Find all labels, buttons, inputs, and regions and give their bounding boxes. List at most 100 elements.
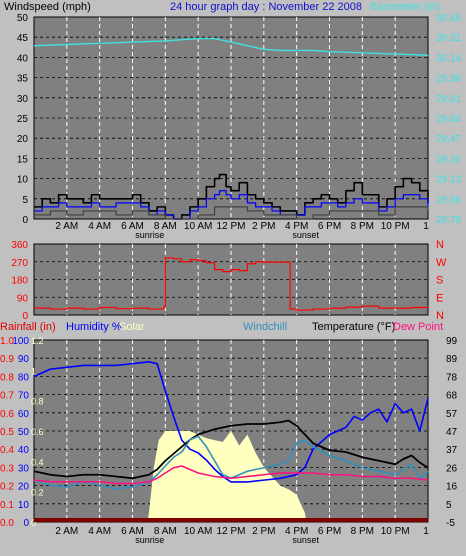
p1-xtick-label: 6 PM — [318, 221, 341, 232]
p1-xtick-label: 1 — [423, 221, 429, 232]
p3-humidity-tick-label: 0 — [23, 518, 29, 529]
p3-rain-tick-label: 0.1 — [0, 500, 14, 511]
p3-humidity-tick-label: 10 — [18, 500, 30, 511]
p3-temp-tick-label: 89 — [446, 354, 458, 365]
p3-humidity-tick-label: 40 — [18, 445, 30, 456]
p2-ytick-label: 0 — [22, 311, 28, 322]
series-windchill — [33, 435, 429, 490]
series-rainfall — [34, 518, 428, 522]
p1-ytick-label: 40 — [17, 53, 29, 64]
p3-rain-tick-label: 0.7 — [0, 391, 14, 402]
series-wind-speed — [34, 190, 429, 220]
p1-xtick-label: 4 PM — [285, 221, 308, 232]
p1-xtick-label: 2 AM — [55, 221, 78, 232]
p3-temp-tick-label: 26 — [446, 463, 458, 474]
series-wind-avg — [34, 206, 429, 220]
p3-xtick-label: 1 — [423, 526, 429, 537]
p1-right-tick-label: 30.14 — [436, 53, 461, 64]
p1-ytick-label: 5 — [22, 195, 28, 206]
p2-ytick-label: 360 — [11, 240, 28, 251]
p3-solar-tick-label: 0.4 — [31, 457, 44, 467]
p3-xtick-label: 10 AM — [184, 526, 212, 537]
series-dew-point — [33, 465, 429, 485]
p2-ytick-label: 180 — [11, 276, 28, 287]
p2-compass-label: S — [436, 275, 443, 287]
p1-right-tick-label: 29.81 — [436, 94, 461, 105]
p1-xtick-label: 4 AM — [88, 221, 111, 232]
p2-ytick-label: 270 — [11, 258, 28, 269]
p3-xtick-label: 2 PM — [252, 526, 275, 537]
series-wind-direction — [34, 257, 429, 311]
panel3-legend: Rainfall (in) Humidity % Solar Windchill… — [0, 321, 443, 333]
p3-xtick-label: 12 PM — [217, 526, 246, 537]
p3-xtick-label: 8 PM — [351, 526, 374, 537]
p1-ytick-label: 20 — [17, 134, 29, 145]
p1-sunset-label: sunset — [292, 230, 319, 240]
legend-windchill: Windchill — [243, 321, 287, 333]
p3-solar-tick-label: 0 — [31, 518, 36, 528]
barometer-axis-label: Barometer (in) — [370, 1, 440, 13]
p1-right-tick-label: 29.13 — [436, 175, 461, 186]
p1-right-tick-label: 29.47 — [436, 134, 461, 145]
p3-sunrise-label: sunrise — [135, 535, 164, 545]
p2-compass-label: E — [436, 292, 443, 304]
p3-humidity-tick-label: 50 — [18, 427, 30, 438]
legend-temperature: Temperature (°F) — [312, 321, 395, 333]
p1-ytick-label: 10 — [17, 175, 29, 186]
graph-title: 24 hour graph day : November 22 2008 — [170, 1, 362, 13]
p3-xtick-label: 2 AM — [55, 526, 78, 537]
p1-sunrise-label: sunrise — [135, 230, 164, 240]
wind-barometer-panel: 0 5 10 15 20 25 30 35 40 45 50 28.79 28.96 29.13 29.30… — [17, 13, 462, 240]
p3-humidity-tick-label: 100 — [12, 336, 29, 347]
p2-ytick-label: 90 — [17, 293, 29, 304]
p3-rain-tick-label: 0.4 — [0, 445, 14, 456]
p3-solar-tick-label: 0.6 — [31, 427, 44, 437]
p1-xtick-label: 12 PM — [217, 221, 246, 232]
p3-rain-tick-label: 0.5 — [0, 427, 14, 438]
p3-rain-tick-label: 0.9 — [0, 354, 14, 365]
series-temperature — [33, 419, 429, 480]
p1-right-tick-label: 29.64 — [436, 114, 461, 125]
p3-rain-tick-label: 0.6 — [0, 409, 14, 420]
p3-temp-tick-label: 16 — [446, 482, 458, 493]
p3-solar-tick-label: 1 — [31, 366, 36, 376]
p3-rain-tick-label: 0.8 — [0, 372, 14, 383]
p3-rain-tick-label: 0.0 — [0, 518, 14, 529]
p3-rain-tick-label: 0.3 — [0, 463, 14, 474]
p1-xtick-label: 8 PM — [351, 221, 374, 232]
p3-xtick-label: 8 AM — [154, 526, 177, 537]
p3-temp-tick-label: 68 — [446, 391, 458, 402]
temp-humidity-panel: 0.00.10.20.30.40.50.60.70.80.91.00102030… — [0, 336, 458, 545]
p3-temp-tick-label: 78 — [446, 372, 458, 383]
p1-right-tick-label: 30.31 — [436, 33, 461, 44]
p3-humidity-tick-label: 70 — [18, 391, 30, 402]
p1-xtick-label: 6 AM — [121, 221, 144, 232]
p1-xtick-label: 10 PM — [381, 221, 410, 232]
legend-humidity: Humidity % — [66, 321, 122, 333]
p3-humidity-tick-label: 30 — [18, 463, 30, 474]
p1-right-tick-label: 29.30 — [436, 154, 461, 165]
p1-right-tick-label: 29.98 — [436, 74, 461, 85]
p3-sunset-label: sunset — [292, 535, 319, 545]
p3-rain-tick-label: 0.2 — [0, 482, 14, 493]
p3-temp-tick-label: 37 — [446, 445, 458, 456]
p3-temp-tick-label: 99 — [446, 336, 458, 347]
p3-humidity-tick-label: 60 — [18, 409, 30, 420]
p3-temp-tick-label: 5 — [446, 500, 452, 511]
p3-humidity-tick-label: 90 — [18, 354, 30, 365]
p1-right-tick-label: 28.79 — [436, 215, 461, 226]
p1-xtick-label: 2 PM — [252, 221, 275, 232]
p3-humidity-tick-label: 80 — [18, 372, 30, 383]
p1-right-tick-label: 28.96 — [436, 195, 461, 206]
p2-compass-label: N — [436, 239, 444, 251]
series-solar-area — [34, 431, 428, 522]
windspeed-axis-label: Windspeed (mph) — [4, 1, 91, 13]
p3-temp-tick-label: 57 — [446, 409, 458, 420]
p3-solar-tick-label: 1.2 — [31, 336, 44, 346]
p1-ytick-label: 0 — [22, 215, 28, 226]
p2-compass-label: W — [436, 257, 447, 269]
series-humidity — [33, 361, 429, 483]
p3-xtick-label: 6 AM — [121, 526, 144, 537]
